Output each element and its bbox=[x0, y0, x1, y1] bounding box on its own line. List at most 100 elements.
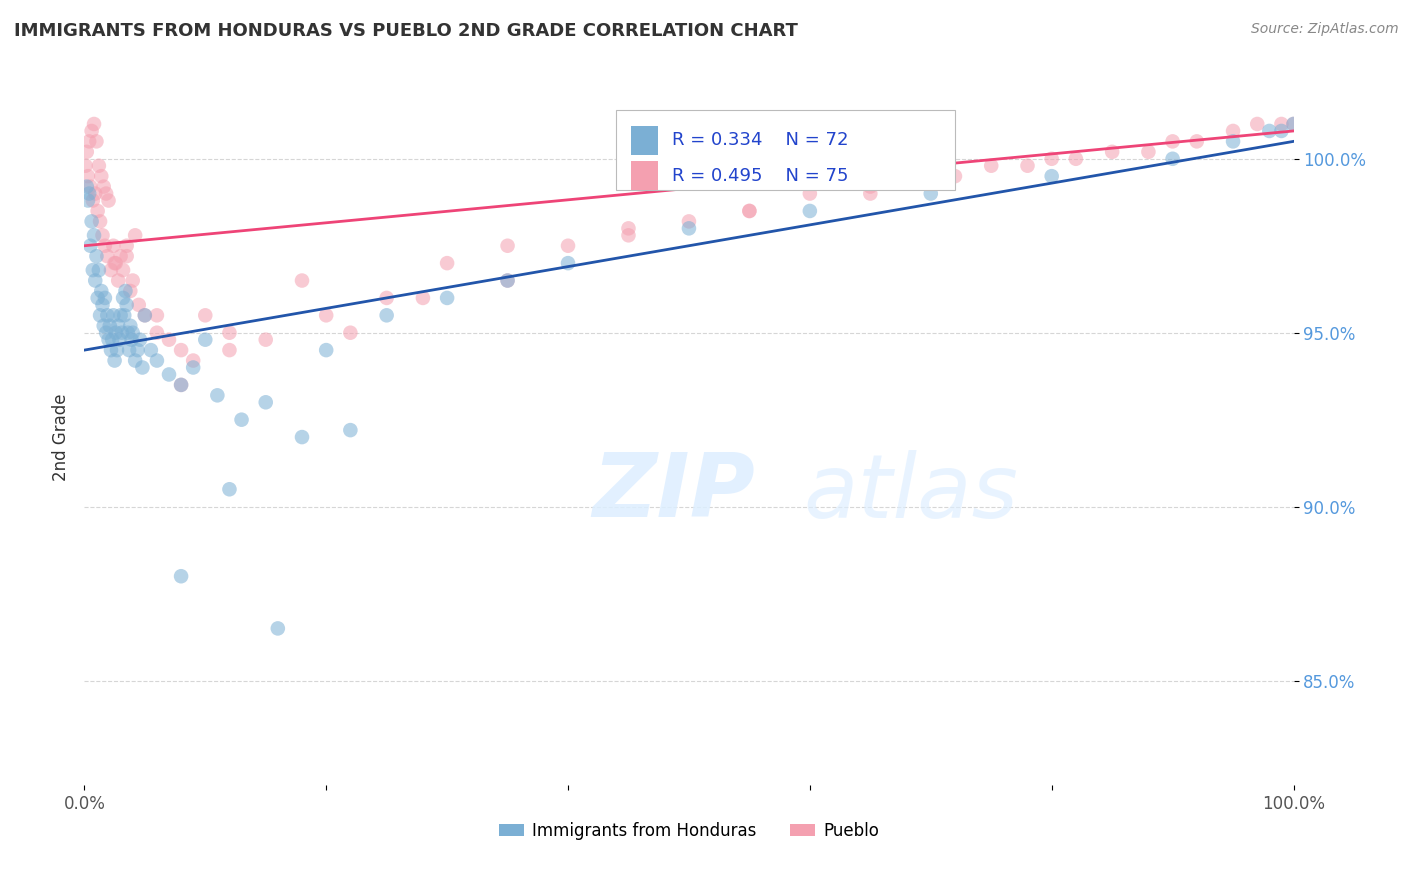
Point bbox=[738, 204, 761, 219]
Point bbox=[218, 343, 240, 358]
Point bbox=[170, 378, 193, 392]
Point bbox=[115, 249, 138, 263]
Point bbox=[89, 309, 111, 323]
Point bbox=[231, 413, 253, 427]
Point bbox=[112, 309, 135, 323]
Point bbox=[76, 179, 98, 194]
Point bbox=[859, 186, 882, 201]
Point bbox=[97, 194, 120, 208]
Point bbox=[117, 326, 139, 340]
Point bbox=[115, 239, 138, 253]
Point bbox=[80, 214, 103, 228]
Point bbox=[79, 179, 101, 194]
Point bbox=[110, 309, 132, 323]
Point bbox=[1101, 145, 1123, 159]
Point bbox=[100, 263, 122, 277]
Point bbox=[1270, 117, 1292, 131]
Point bbox=[98, 318, 121, 333]
Point bbox=[94, 186, 117, 201]
Point bbox=[157, 368, 180, 382]
Point bbox=[77, 135, 100, 149]
Point bbox=[82, 194, 104, 208]
Point bbox=[104, 353, 127, 368]
Point bbox=[131, 360, 153, 375]
Point bbox=[943, 169, 966, 184]
Point bbox=[1258, 124, 1281, 138]
Point bbox=[436, 256, 458, 270]
Point bbox=[124, 353, 146, 368]
Point bbox=[107, 274, 129, 288]
Point bbox=[315, 309, 337, 323]
Point bbox=[496, 274, 519, 288]
Point bbox=[79, 239, 101, 253]
Point bbox=[120, 284, 142, 298]
Point bbox=[799, 204, 821, 219]
Point bbox=[124, 228, 146, 243]
Point bbox=[1040, 169, 1063, 184]
Point bbox=[96, 249, 118, 263]
Point bbox=[436, 291, 458, 305]
Point bbox=[121, 274, 143, 288]
Text: Source: ZipAtlas.com: Source: ZipAtlas.com bbox=[1251, 22, 1399, 37]
Point bbox=[103, 239, 125, 253]
Point bbox=[1185, 135, 1208, 149]
Point bbox=[86, 291, 108, 305]
Point bbox=[157, 333, 180, 347]
Point bbox=[218, 326, 240, 340]
Point bbox=[170, 343, 193, 358]
Point bbox=[101, 333, 124, 347]
Point bbox=[82, 263, 104, 277]
Point bbox=[120, 318, 142, 333]
Y-axis label: 2nd Grade: 2nd Grade bbox=[52, 393, 70, 481]
Point bbox=[77, 194, 100, 208]
Point bbox=[127, 343, 149, 358]
Point bbox=[496, 274, 519, 288]
Point bbox=[75, 159, 97, 173]
Text: IMMIGRANTS FROM HONDURAS VS PUEBLO 2ND GRADE CORRELATION CHART: IMMIGRANTS FROM HONDURAS VS PUEBLO 2ND G… bbox=[14, 22, 799, 40]
Point bbox=[80, 124, 103, 138]
Point bbox=[91, 298, 114, 312]
Point bbox=[557, 239, 579, 253]
Point bbox=[339, 423, 361, 437]
Point bbox=[87, 159, 110, 173]
Point bbox=[1017, 159, 1039, 173]
Text: atlas: atlas bbox=[804, 450, 1019, 536]
Point bbox=[218, 483, 240, 497]
Point bbox=[146, 326, 169, 340]
Point bbox=[86, 135, 108, 149]
Point bbox=[108, 333, 131, 347]
Point bbox=[315, 343, 337, 358]
Bar bbox=[631, 126, 658, 155]
Point bbox=[1282, 117, 1305, 131]
Point bbox=[111, 326, 134, 340]
Point bbox=[91, 228, 114, 243]
Point bbox=[94, 239, 117, 253]
Point bbox=[134, 309, 156, 323]
Point bbox=[207, 388, 229, 402]
Point bbox=[920, 186, 942, 201]
Point bbox=[87, 263, 110, 277]
Point bbox=[134, 309, 156, 323]
Point bbox=[97, 333, 120, 347]
Point bbox=[146, 353, 169, 368]
Point bbox=[194, 309, 217, 323]
Point bbox=[139, 343, 162, 358]
Point bbox=[375, 291, 398, 305]
Point bbox=[90, 284, 112, 298]
Point bbox=[1222, 124, 1244, 138]
Point bbox=[1282, 117, 1305, 131]
Point bbox=[121, 326, 143, 340]
Text: R = 0.334    N = 72: R = 0.334 N = 72 bbox=[672, 131, 848, 150]
Point bbox=[375, 309, 398, 323]
Point bbox=[115, 298, 138, 312]
Point bbox=[678, 214, 700, 228]
Point bbox=[1270, 124, 1292, 138]
Point bbox=[617, 228, 640, 243]
Point bbox=[86, 204, 108, 219]
Point bbox=[181, 360, 204, 375]
Point bbox=[76, 145, 98, 159]
Point bbox=[170, 378, 193, 392]
Point bbox=[83, 117, 105, 131]
Point bbox=[86, 249, 108, 263]
Text: ZIP: ZIP bbox=[592, 450, 755, 536]
